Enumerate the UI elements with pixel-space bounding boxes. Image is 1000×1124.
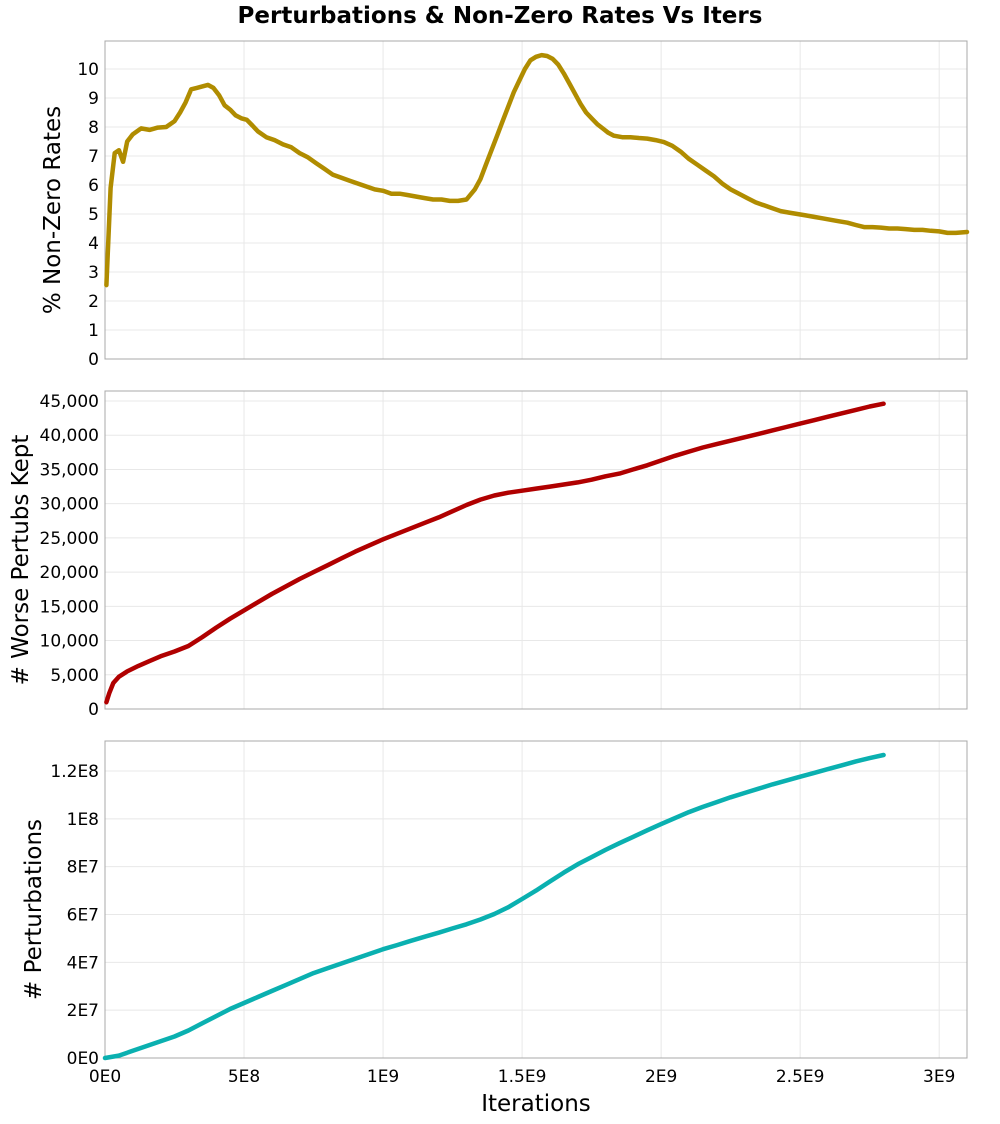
y-tick-label: 20,000 [40,563,99,583]
y-tick-label: 8E7 [67,858,99,878]
chart-title: Perturbations & Non-Zero Rates Vs Iters [238,3,763,29]
y-tick-label: 8 [88,118,99,138]
y-tick-label: 0 [88,350,99,370]
x-tick-label: 2E9 [645,1067,677,1087]
y-tick-label: 7 [88,147,99,167]
x-tick-label: 0E0 [89,1067,121,1087]
y-tick-label: 6E7 [67,906,99,926]
panel-1: 0 1 2 3 4 5 6 7 8 9 10 % Non-Zero Rates [40,40,970,370]
plot-border [104,740,968,1059]
plot-area-3 [104,740,968,1059]
y-tick-label: 35,000 [40,460,99,480]
plot-area-2 [104,390,968,710]
y-tick-label: 2 [88,292,99,312]
y-tick-label: 15,000 [40,597,99,617]
x-tick-label: 5E8 [228,1067,260,1087]
y-tick-label: 9 [88,89,99,109]
y-tick-label: 0E0 [67,1049,99,1069]
y-tick-label: 5,000 [50,666,99,686]
y-tick-label: 30,000 [40,495,99,515]
y-tick-label: 10 [77,60,99,80]
plot-border [104,390,968,710]
y-axis-label-2: # Worse Pertubs Kept [8,435,34,686]
y-tick-label: 3 [88,263,99,283]
x-tick-label: 2.5E9 [776,1067,825,1087]
y-axis-label-3: # Perturbations [21,819,47,1000]
y-tick-label: 4 [88,234,99,254]
y-tick-label: 5 [88,205,99,225]
y-tick-label: 10,000 [40,632,99,652]
plot-border [104,40,968,360]
series-line-1 [104,52,970,288]
y-tick-label: 1E8 [67,810,99,830]
y-tick-label: 2E7 [67,1001,99,1021]
x-tick-label: 1E9 [367,1067,399,1087]
y-axis-label-1: % Non-Zero Rates [40,106,66,314]
x-axis-label: Iterations [481,1091,591,1117]
y-tick-label: 25,000 [40,529,99,549]
plot-area-1 [104,40,968,360]
x-tick-label: 3E9 [923,1067,955,1087]
y-tick-label: 4E7 [67,953,99,973]
y-tick-label: 6 [88,176,99,196]
series-line-2 [104,401,886,705]
x-tick-label: 1.5E9 [498,1067,547,1087]
y-tick-label: 0 [88,700,99,720]
y-tick-label: 40,000 [40,426,99,446]
series-line-3 [102,752,886,1061]
y-tick-label: 45,000 [40,392,99,412]
panel-2: 0 5,000 10,000 15,000 20,000 25,000 30,000 35,0… [8,390,968,720]
panel-3: 0E0 2E7 4E7 6E7 8E7 1E8 1.2E8 # Perturbations [21,740,968,1069]
y-tick-label: 1.2E8 [50,762,99,782]
y-tick-label: 1 [88,321,99,341]
